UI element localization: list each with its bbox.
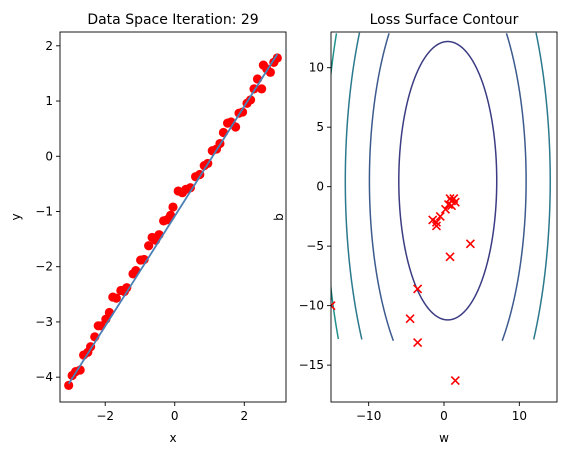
x-tick-label: 10 [512, 409, 527, 423]
x-axis-ticks: −2 0 2 [96, 402, 248, 423]
y-tick-label: −3 [35, 315, 53, 329]
axes-frame [59, 31, 287, 403]
x-axis-label: x [169, 431, 176, 445]
y-tick-label: −2 [35, 260, 53, 274]
chart-title: Data Space Iteration: 29 [87, 12, 258, 28]
contour-line [532, 32, 551, 340]
data-point [185, 183, 195, 193]
x-tick-label: 2 [240, 409, 248, 423]
x-axis-ticks: −10 0 10 [356, 402, 527, 423]
contour-line [398, 40, 498, 321]
data-space-chart: Data Space Iteration: 29 −2 0 2 −4 −3 −2 −1 0 1… [9, 12, 287, 445]
parameter-marker [450, 197, 460, 207]
y-tick-label: −10 [299, 299, 324, 313]
y-axis-label: b [272, 213, 286, 221]
y-tick-label: 10 [309, 61, 324, 75]
parameter-marker [413, 337, 423, 348]
data-point [272, 53, 282, 63]
parameter-marker [431, 217, 442, 227]
y-axis-ticks: −15 −10 −5 0 5 10 [299, 61, 331, 372]
parameter-marker [331, 301, 336, 311]
fit-line [67, 53, 279, 385]
x-tick-label: 0 [440, 409, 448, 423]
y-tick-label: 5 [316, 120, 324, 134]
data-point [237, 107, 248, 117]
contour-line [290, 35, 300, 341]
x-axis-label: w [439, 431, 449, 445]
chart-title: Loss Surface Contour [370, 12, 519, 28]
y-tick-label: 2 [45, 39, 53, 53]
contour-line [556, 335, 557, 339]
parameter-marker [435, 211, 445, 221]
y-tick-label: 1 [45, 94, 53, 108]
y-axis-label: y [9, 213, 23, 220]
parameter-marker [445, 252, 455, 262]
y-tick-label: −1 [35, 204, 53, 218]
parameter-marker [440, 204, 451, 214]
parameter-marker [445, 193, 455, 204]
axes-frame [330, 31, 558, 403]
contour-line [368, 33, 395, 342]
y-tick-label: −15 [299, 358, 324, 372]
contour-line [344, 32, 363, 340]
parameter-marker [431, 221, 442, 231]
y-tick-label: 0 [45, 149, 53, 163]
data-point [144, 241, 154, 251]
data-point [64, 380, 74, 391]
y-tick-label: 0 [316, 180, 324, 194]
y-tick-label: −5 [306, 239, 324, 253]
x-tick-label: 0 [171, 409, 179, 423]
parameter-marker [413, 284, 423, 294]
data-point [257, 84, 267, 94]
parameter-marker [465, 239, 475, 249]
parameter-marker [450, 376, 460, 386]
parameter-marker [405, 314, 415, 324]
contour-line [501, 33, 527, 342]
y-tick-label: −4 [35, 370, 53, 384]
data-point [245, 95, 256, 105]
x-tick-label: −10 [356, 409, 381, 423]
plot-area [290, 32, 557, 386]
data-point [111, 293, 121, 303]
contour-line [331, 33, 340, 340]
loss-surface-chart: Loss Surface Contour −10 0 10 −15 −10 −5 0 5 10… [272, 12, 558, 445]
x-tick-label: −2 [96, 409, 114, 423]
y-axis-ticks: −4 −3 −2 −1 0 1 2 [35, 39, 60, 384]
plot-area [64, 53, 282, 391]
data-point [168, 202, 178, 212]
